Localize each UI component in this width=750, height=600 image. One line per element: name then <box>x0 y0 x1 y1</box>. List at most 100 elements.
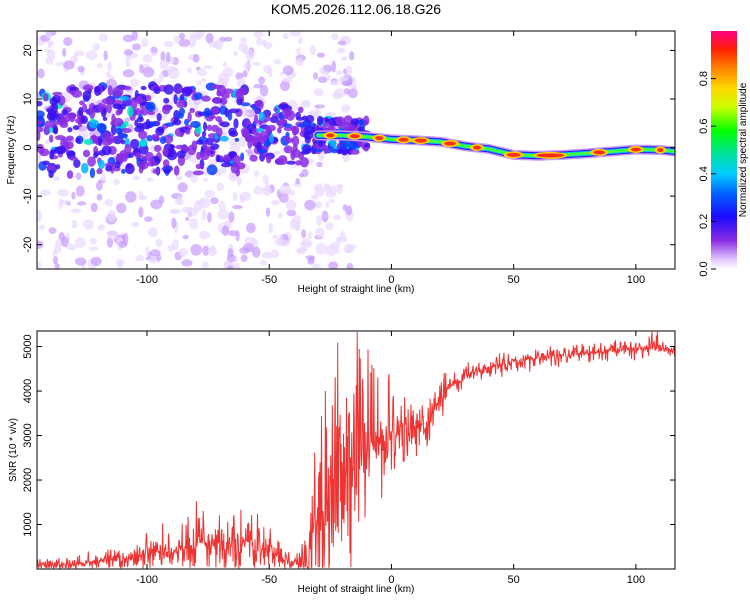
spectrogram-signal-blob <box>207 114 217 120</box>
spectrogram-signal-blob <box>357 126 366 132</box>
spectrogram-noise-blob <box>310 195 319 200</box>
spectrogram-noise-blob <box>178 32 185 40</box>
spectrogram-signal-blob <box>356 141 366 147</box>
spectrogram-noise-blob <box>103 50 108 61</box>
spectrogram-signal-blob <box>224 108 230 118</box>
spectrogram-signal-blob <box>134 152 142 158</box>
spectrogram-noise-blob <box>314 186 319 198</box>
colorbar-tick-label: 0.2 <box>698 214 710 229</box>
spectrogram-noise-blob <box>123 49 134 56</box>
spectrogram-noise-blob <box>159 71 164 82</box>
spectrogram-noise-blob <box>205 32 214 44</box>
spectrogram-noise-blob <box>204 189 215 198</box>
spectrogram-signal-blob <box>82 149 91 158</box>
spectrogram-signal-blob <box>116 127 123 135</box>
spectrogram-signal-blob <box>318 140 324 147</box>
spectrogram-noise-blob <box>263 42 273 50</box>
spectrogram-signal-blob <box>291 148 301 158</box>
spectrogram-signal-blob <box>286 109 293 117</box>
spectrogram-noise-blob <box>282 33 290 40</box>
spectrogram-signal-blob <box>233 118 239 129</box>
spectrogram-noise-blob <box>202 245 210 256</box>
spectrogram-signal-blob <box>105 165 113 172</box>
spectrogram-noise-blob <box>148 226 158 238</box>
spectrogram-noise-blob <box>297 36 303 45</box>
spectrogram-noise-blob <box>59 199 70 205</box>
spectrogram-signal-blob <box>269 133 274 144</box>
spectrogram-noise-blob <box>107 230 119 240</box>
spectrogram-signal-blob <box>223 154 231 162</box>
spectrogram-signal-blob <box>210 143 220 150</box>
y-tick-label: -10 <box>22 188 34 204</box>
spectrogram-noise-blob <box>228 211 235 223</box>
spectrogram-noise-blob <box>261 251 273 260</box>
spectrogram-noise-blob <box>203 177 208 183</box>
spectrogram-signal-blob <box>187 111 192 123</box>
spectrogram-noise-blob <box>201 77 207 83</box>
spectrogram-noise-blob <box>135 255 144 262</box>
spectrogram-signal-blob <box>284 135 291 141</box>
spectrogram-noise-blob <box>325 244 337 257</box>
spectrogram-noise-blob <box>190 243 202 256</box>
spectrogram-noise-blob <box>170 208 178 214</box>
spectrogram-signal-blob <box>114 161 121 169</box>
spectrogram-signal-blob <box>48 170 54 179</box>
spectrogram-noise-blob <box>155 238 164 248</box>
spectrogram-noise-blob <box>252 61 261 66</box>
spectrogram-signal-blob <box>78 106 84 117</box>
spectrogram-signal-blob <box>97 159 105 170</box>
spectrogram-noise-blob <box>339 231 346 240</box>
spectrogram-signal-blob <box>250 135 258 147</box>
spectrogram-signal-blob <box>240 102 251 107</box>
spectrogram-signal-blob <box>151 133 160 140</box>
spectrogram-signal-blob <box>220 121 230 128</box>
spectrogram-signal-blob <box>192 170 204 176</box>
spectrogram-signal-blob <box>193 92 203 100</box>
spectrogram-noise-blob <box>349 51 355 61</box>
spectrogram-noise-blob <box>171 217 177 229</box>
spectrogram-noise-blob <box>317 187 325 197</box>
spectrogram-y-label: Frequency (Hz) <box>6 116 17 185</box>
spectrogram-noise-blob <box>240 36 248 44</box>
spectrogram-signal-blob <box>48 134 54 143</box>
spectrogram-noise-blob <box>346 262 354 269</box>
spectrogram-noise-blob <box>171 239 180 251</box>
spectrogram-noise-blob <box>313 88 324 97</box>
spectrogram-noise-blob <box>272 234 279 240</box>
spectrogram-noise-blob <box>337 40 346 46</box>
spectrogram-signal-blob <box>255 99 264 111</box>
spectrogram-noise-blob <box>265 207 271 217</box>
spectrogram-noise-blob <box>96 63 103 69</box>
spectrogram-peak <box>657 148 664 152</box>
spectrogram-noise-blob <box>273 150 281 155</box>
spectrogram-signal-blob <box>136 122 144 129</box>
spectrogram-noise-blob <box>63 36 73 46</box>
spectrogram-noise-blob <box>236 176 242 186</box>
spectrogram-signal-blob <box>37 110 45 119</box>
spectrogram-noise-blob <box>232 191 238 202</box>
spectrogram-noise-blob <box>316 52 326 58</box>
spectrogram-signal-blob <box>203 107 211 118</box>
spectrogram-noise-blob <box>185 216 190 221</box>
spectrogram-signal-blob <box>55 164 61 170</box>
spectrogram-noise-blob <box>328 261 339 269</box>
spectrogram-signal-blob <box>259 130 270 141</box>
spectrogram-noise-blob <box>301 229 307 239</box>
spectrogram-peak <box>444 141 457 146</box>
spectrogram-noise-blob <box>325 222 334 230</box>
spectrogram-noise-blob <box>216 182 225 192</box>
spectrogram-signal-blob <box>106 102 112 114</box>
spectrogram-noise-blob <box>131 31 138 41</box>
spectrogram-noise-blob <box>173 35 180 44</box>
spectrogram-signal-blob <box>89 167 96 179</box>
spectrogram-signal-blob <box>211 84 223 90</box>
spectrogram-noise-blob <box>70 208 82 214</box>
spectrogram-signal-blob <box>54 135 66 141</box>
spectrogram-noise-blob <box>75 185 85 197</box>
spectrogram-noise-blob <box>37 261 42 269</box>
spectrogram-noise-blob <box>61 236 69 248</box>
spectrogram-noise-blob <box>174 199 185 205</box>
spectrogram-noise-blob <box>251 246 261 258</box>
spectrogram-noise-blob <box>156 254 162 262</box>
spectrogram-signal-blob <box>124 144 132 155</box>
